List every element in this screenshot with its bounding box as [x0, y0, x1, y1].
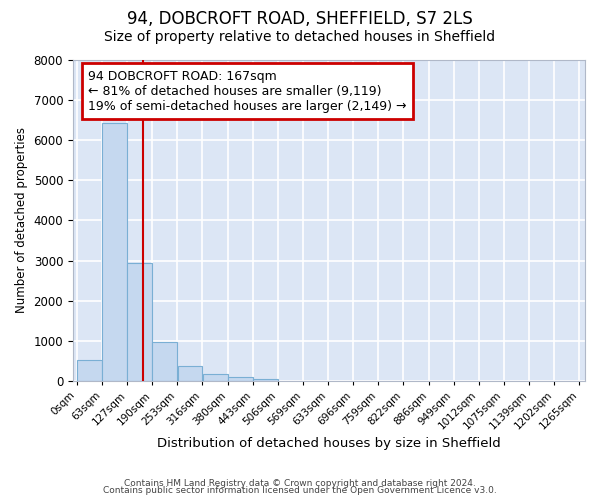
Bar [228, 378, 253, 381]
Bar [152, 342, 177, 381]
X-axis label: Distribution of detached houses by size in Sheffield: Distribution of detached houses by size … [157, 437, 501, 450]
Bar [253, 378, 278, 381]
Bar [102, 123, 127, 381]
Text: 94, DOBCROFT ROAD, SHEFFIELD, S7 2LS: 94, DOBCROFT ROAD, SHEFFIELD, S7 2LS [127, 10, 473, 28]
Bar [203, 374, 227, 381]
Text: 94 DOBCROFT ROAD: 167sqm
← 81% of detached houses are smaller (9,119)
19% of sem: 94 DOBCROFT ROAD: 167sqm ← 81% of detach… [88, 70, 407, 112]
Text: Size of property relative to detached houses in Sheffield: Size of property relative to detached ho… [104, 30, 496, 44]
Y-axis label: Number of detached properties: Number of detached properties [15, 128, 28, 314]
Bar [178, 366, 202, 381]
Bar [77, 360, 101, 381]
Text: Contains HM Land Registry data © Crown copyright and database right 2024.: Contains HM Land Registry data © Crown c… [124, 478, 476, 488]
Bar [127, 264, 152, 381]
Text: Contains public sector information licensed under the Open Government Licence v3: Contains public sector information licen… [103, 486, 497, 495]
